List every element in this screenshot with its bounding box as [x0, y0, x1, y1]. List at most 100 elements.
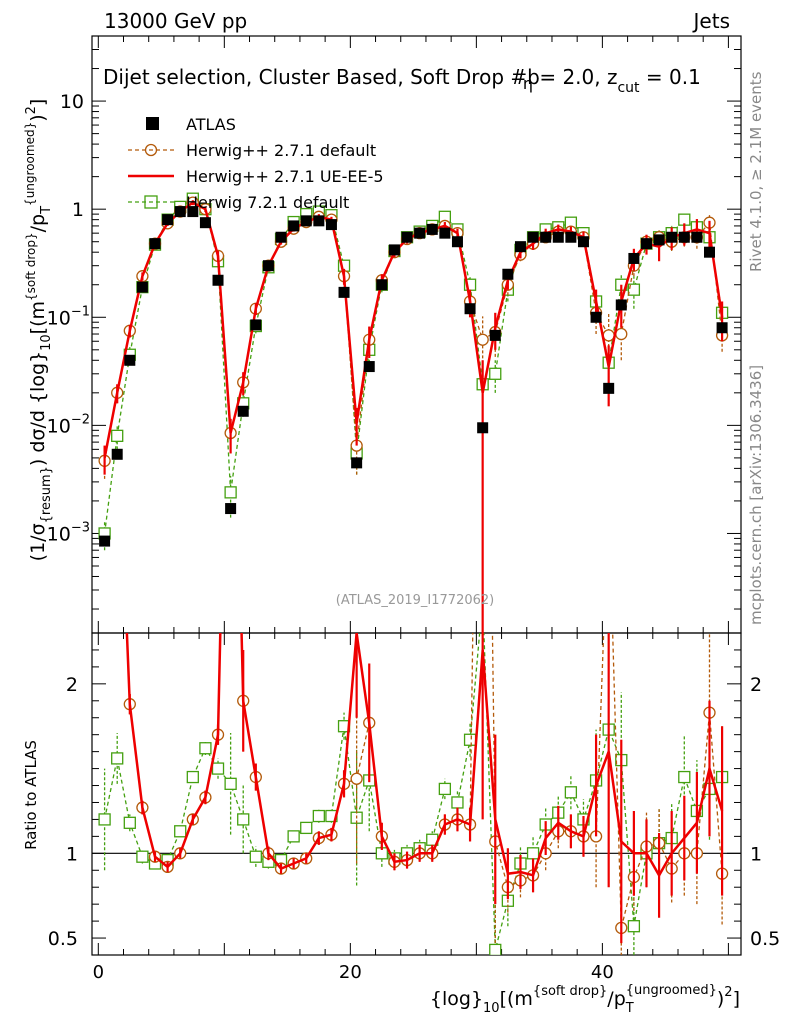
- ratio-h721-point: [526, 847, 540, 860]
- main-h721-point: [224, 486, 237, 499]
- main-series-line: [103, 201, 724, 459]
- main-atlas-point: [565, 231, 577, 243]
- main-atlas-point: [313, 215, 325, 227]
- xlabel-p7: ): [717, 988, 724, 1010]
- main-atlas-point: [111, 448, 123, 460]
- main-atlas-point: [678, 231, 690, 243]
- main-atlas-point: [666, 231, 678, 243]
- main-atlas-point: [628, 252, 640, 264]
- main-atlas-point: [149, 238, 161, 250]
- main-atlas-point: [703, 246, 715, 258]
- main-atlas-point: [99, 535, 111, 547]
- ratio-h721-point: [186, 770, 199, 784]
- legend-h721-marker: [144, 195, 158, 209]
- xlabel-p5: T: [625, 1001, 634, 1016]
- xlabel-p0: {log}: [430, 988, 483, 1010]
- main-atlas-point: [212, 274, 224, 286]
- main-atlas-point: [325, 219, 337, 231]
- main-atlas-point: [225, 503, 237, 515]
- main-atlas-point: [691, 231, 703, 243]
- ratio-h271-point: [603, 492, 614, 503]
- main-atlas-point: [464, 303, 476, 315]
- ratio-h721-point: [98, 813, 111, 826]
- main-atlas-point: [262, 260, 274, 272]
- ratio-series-line: [126, 633, 723, 929]
- xlabel-p8: 2: [724, 985, 732, 1000]
- legend-h271-label: Herwig++ 2.7.1 default: [186, 141, 376, 160]
- main-atlas-point: [653, 234, 665, 246]
- main-atlas-point: [439, 227, 451, 239]
- main-atlas-point: [351, 457, 363, 469]
- main-atlas-point: [199, 217, 211, 229]
- legend-ue-label: Herwig++ 2.7.1 UE-EE-5: [186, 167, 384, 186]
- main-series-line: [103, 201, 723, 461]
- ratio-h721-point: [463, 733, 477, 746]
- legend: ATLAS Herwig++ 2.7.1 default Herwig++ 2.…: [128, 115, 384, 212]
- main-atlas-point: [426, 223, 438, 235]
- ratio-ylabel: Ratio to ATLAS: [22, 740, 40, 850]
- main-atlas-point: [401, 231, 413, 243]
- main-data-layer: [98, 192, 729, 633]
- ylabel-p0: (1/σ: [27, 523, 49, 561]
- ratio-h721-point: [287, 830, 300, 843]
- rivet-version-label: Rivet 4.1.0, ≥ 2.1M events: [747, 71, 765, 272]
- xlabel-p9: ]: [733, 988, 740, 1010]
- ratio-data-layer: [98, 492, 729, 955]
- xlabel-p1: 10: [483, 1001, 500, 1016]
- main-ytick-label: 1: [72, 199, 84, 221]
- mcplots-label: mcplots.cern.ch [arXiv:1306.3436]: [747, 365, 765, 625]
- header-energy-label: 13000 GeV pp: [104, 9, 247, 33]
- ratio-series-line: [125, 633, 724, 878]
- ylabel-p7: T: [39, 206, 54, 215]
- main-atlas-point: [552, 231, 564, 243]
- ratio-h721-point: [174, 825, 187, 838]
- main-atlas-point: [590, 311, 602, 323]
- main-atlas-point: [250, 319, 262, 331]
- ylabel-p10: 2: [24, 106, 39, 114]
- xlabel-p3: {soft drop}: [533, 984, 607, 999]
- ratio-h721-point: [211, 762, 225, 775]
- ratio-ytick-label: 1: [66, 843, 78, 865]
- ylabel-p9: ): [27, 114, 49, 121]
- ratio-h721-point: [224, 777, 237, 790]
- ratio-h721-point: [300, 821, 313, 835]
- ratio-h721-point: [111, 752, 124, 765]
- xtick-label: 20: [339, 962, 362, 983]
- main-atlas-point: [363, 361, 375, 373]
- selection-end: = 0.1: [640, 65, 701, 89]
- main-h271-point: [476, 333, 489, 346]
- main-atlas-point: [489, 329, 501, 341]
- main-atlas-point: [174, 206, 186, 218]
- ratio-h721-point: [489, 943, 502, 955]
- main-atlas-point: [603, 382, 615, 394]
- ratio-h721-point: [199, 742, 212, 755]
- main-ylabel: (1/σ{resum}) dσ/d {log}10[(m{soft drop}/…: [23, 99, 54, 562]
- main-atlas-point: [288, 220, 300, 232]
- ratio-h721-point: [438, 782, 452, 796]
- legend-h721-label: Herwig 7.2.1 default: [186, 193, 349, 212]
- main-h721-point: [111, 429, 124, 442]
- ratio-h721-point: [237, 813, 250, 826]
- legend-h271-marker: [144, 143, 158, 157]
- main-ytick-label: 10−2: [47, 412, 90, 437]
- ratio-ytick-label-right: 2: [750, 674, 762, 696]
- analysis-id: (ATLAS_2019_I1772062): [336, 593, 494, 608]
- ylabel-p8: {ungroomed}: [23, 122, 37, 206]
- ylabel-p2: ) dσ/d {log}: [27, 351, 49, 466]
- ratio-h721-point: [564, 786, 578, 799]
- ratio-h721-point: [249, 850, 262, 863]
- main-atlas-point: [577, 236, 589, 248]
- xtick-label: 40: [591, 962, 614, 983]
- main-atlas-point: [502, 268, 514, 280]
- main-h721-point: [627, 283, 641, 296]
- selection-label: Dijet selection, Cluster Based, Soft Dro…: [103, 65, 701, 96]
- ylabel-p11: ]: [27, 99, 49, 106]
- main-axes: 10−3 10−2 10−1 1 10: [47, 35, 741, 633]
- ratio-h721-point: [123, 816, 136, 829]
- main-ytick-label: 10−3: [47, 520, 90, 545]
- ratio-ytick-label: 0.5: [48, 928, 78, 950]
- main-atlas-point: [187, 206, 199, 218]
- main-ytick-label: 10: [60, 91, 84, 113]
